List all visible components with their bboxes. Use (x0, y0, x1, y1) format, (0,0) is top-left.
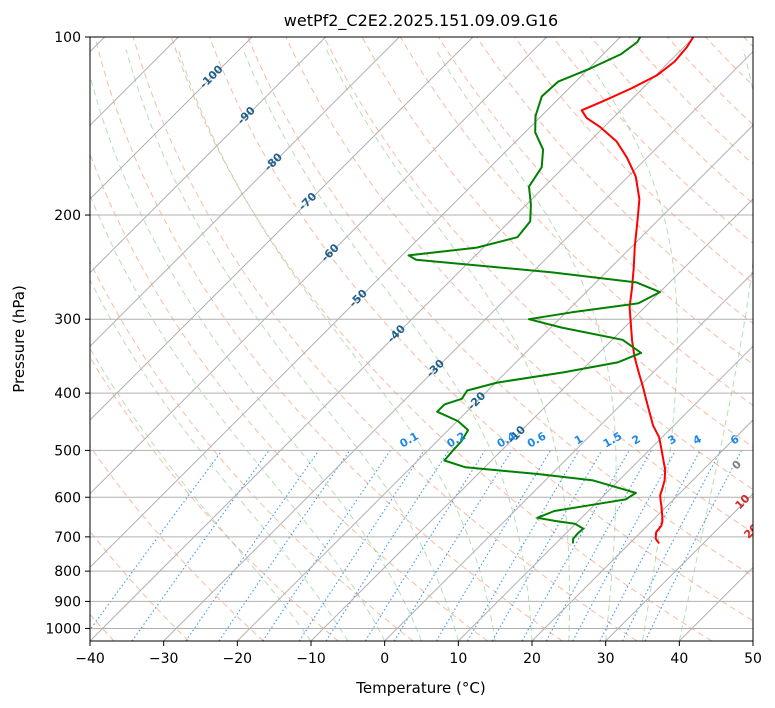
mixing-ratio-line (545, 450, 652, 641)
dry-adiabat-line (170, 37, 712, 641)
plot-frame (89, 36, 754, 642)
pressure-grid-lines (90, 37, 753, 629)
isotherm-line (236, 124, 753, 641)
isotherm-line (90, 37, 253, 200)
dry-adiabat-lines (90, 37, 753, 641)
mixing-ratio-line (185, 450, 320, 641)
isotherm-line (90, 37, 548, 495)
x-tick-label: 30 (597, 651, 615, 667)
dry-adiabat-line (514, 37, 753, 284)
y-tick-label: 600 (54, 490, 81, 506)
mixing-ratio-line (90, 450, 223, 631)
moist-adiabat-line (580, 49, 678, 641)
moist-adiabat-line (242, 49, 533, 641)
series-layer (407, 37, 695, 544)
dry-adiabat-line (90, 445, 264, 641)
y-tick-label: 900 (54, 594, 81, 610)
mixing-ratio-lines (90, 450, 742, 641)
mixing-ratio-line (393, 450, 513, 641)
y-tick-label: 100 (54, 30, 81, 46)
isotherm-line (605, 492, 753, 641)
dry-adiabat-line (247, 37, 753, 577)
isotherm-line (531, 419, 753, 641)
moist-adiabat-line (90, 278, 349, 641)
x-tick-label: −10 (296, 651, 326, 667)
mixing-ratio-line (621, 450, 722, 641)
isotherm-lines (90, 37, 753, 641)
mixing-ratio-line (218, 450, 351, 641)
moist-adiabat-line (325, 49, 570, 641)
mixing-ratio-line (521, 450, 630, 641)
isotherm-line (457, 345, 753, 641)
isotherm-line (384, 271, 753, 641)
x-tick-label: 50 (744, 651, 762, 667)
x-axis-label: Temperature (°C) (355, 679, 485, 697)
temperature-profile-line (580, 37, 695, 544)
y-tick-label: 800 (54, 564, 81, 580)
isotherm-line (90, 37, 400, 348)
dry-adiabat-line (476, 37, 753, 325)
dewpoint-profile-line (407, 37, 661, 544)
dry-adiabat-line (90, 260, 414, 641)
isotherm-line (90, 37, 695, 641)
adiabat-label: 30 (750, 552, 770, 572)
moist-adiabat-line (678, 49, 753, 641)
mixing-ratio-line (325, 450, 450, 641)
isotherm-line (90, 37, 327, 274)
mixing-ratio-line (298, 450, 425, 641)
isotherm-line (310, 198, 753, 641)
x-tick-label: −40 (75, 651, 105, 667)
y-tick-label: 400 (54, 386, 81, 402)
moist-adiabat-line (90, 73, 422, 641)
mixing-ratio-line (572, 450, 676, 641)
moist-adiabat-line (177, 49, 496, 641)
y-tick-label: 700 (54, 530, 81, 546)
y-tick-label: 200 (54, 208, 81, 224)
x-axis-ticks: −40 −30 −20 −10 0 10 20 30 40 50 (75, 641, 762, 667)
isotherm-line (163, 50, 753, 641)
x-tick-label: −30 (149, 651, 179, 667)
mixing-ratio-line (262, 450, 391, 641)
dry-adiabat-line (132, 37, 638, 641)
moist-adiabat-line (125, 49, 459, 641)
isotherm-line (90, 37, 621, 569)
dry-adiabat-line (323, 37, 753, 491)
chart-title: wetPf2_C2E2.2025.151.09.09.G16 (284, 11, 558, 31)
dry-adiabat-line (285, 37, 753, 534)
adiabat-label: 20 (741, 521, 761, 541)
y-axis-label: Pressure (hPa) (10, 285, 28, 393)
x-tick-label: 40 (670, 651, 688, 667)
mixing-ratio-line (644, 450, 742, 641)
x-tick-label: 10 (449, 651, 467, 667)
x-tick-label: 20 (523, 651, 541, 667)
dry-adiabat-line (209, 37, 753, 622)
y-axis-ticks: 100 200 300 400 500 600 700 800 900 1000 (45, 30, 90, 637)
y-tick-label: 500 (54, 443, 81, 459)
dry-adiabat-line (94, 37, 563, 641)
moist-adiabat-lines (90, 49, 753, 641)
x-tick-label: −20 (223, 651, 253, 667)
x-tick-label: 0 (380, 651, 389, 667)
y-tick-label: 1000 (45, 621, 81, 637)
dry-adiabat-line (90, 356, 339, 641)
y-tick-label: 300 (54, 312, 81, 328)
isotherm-line (90, 37, 474, 421)
